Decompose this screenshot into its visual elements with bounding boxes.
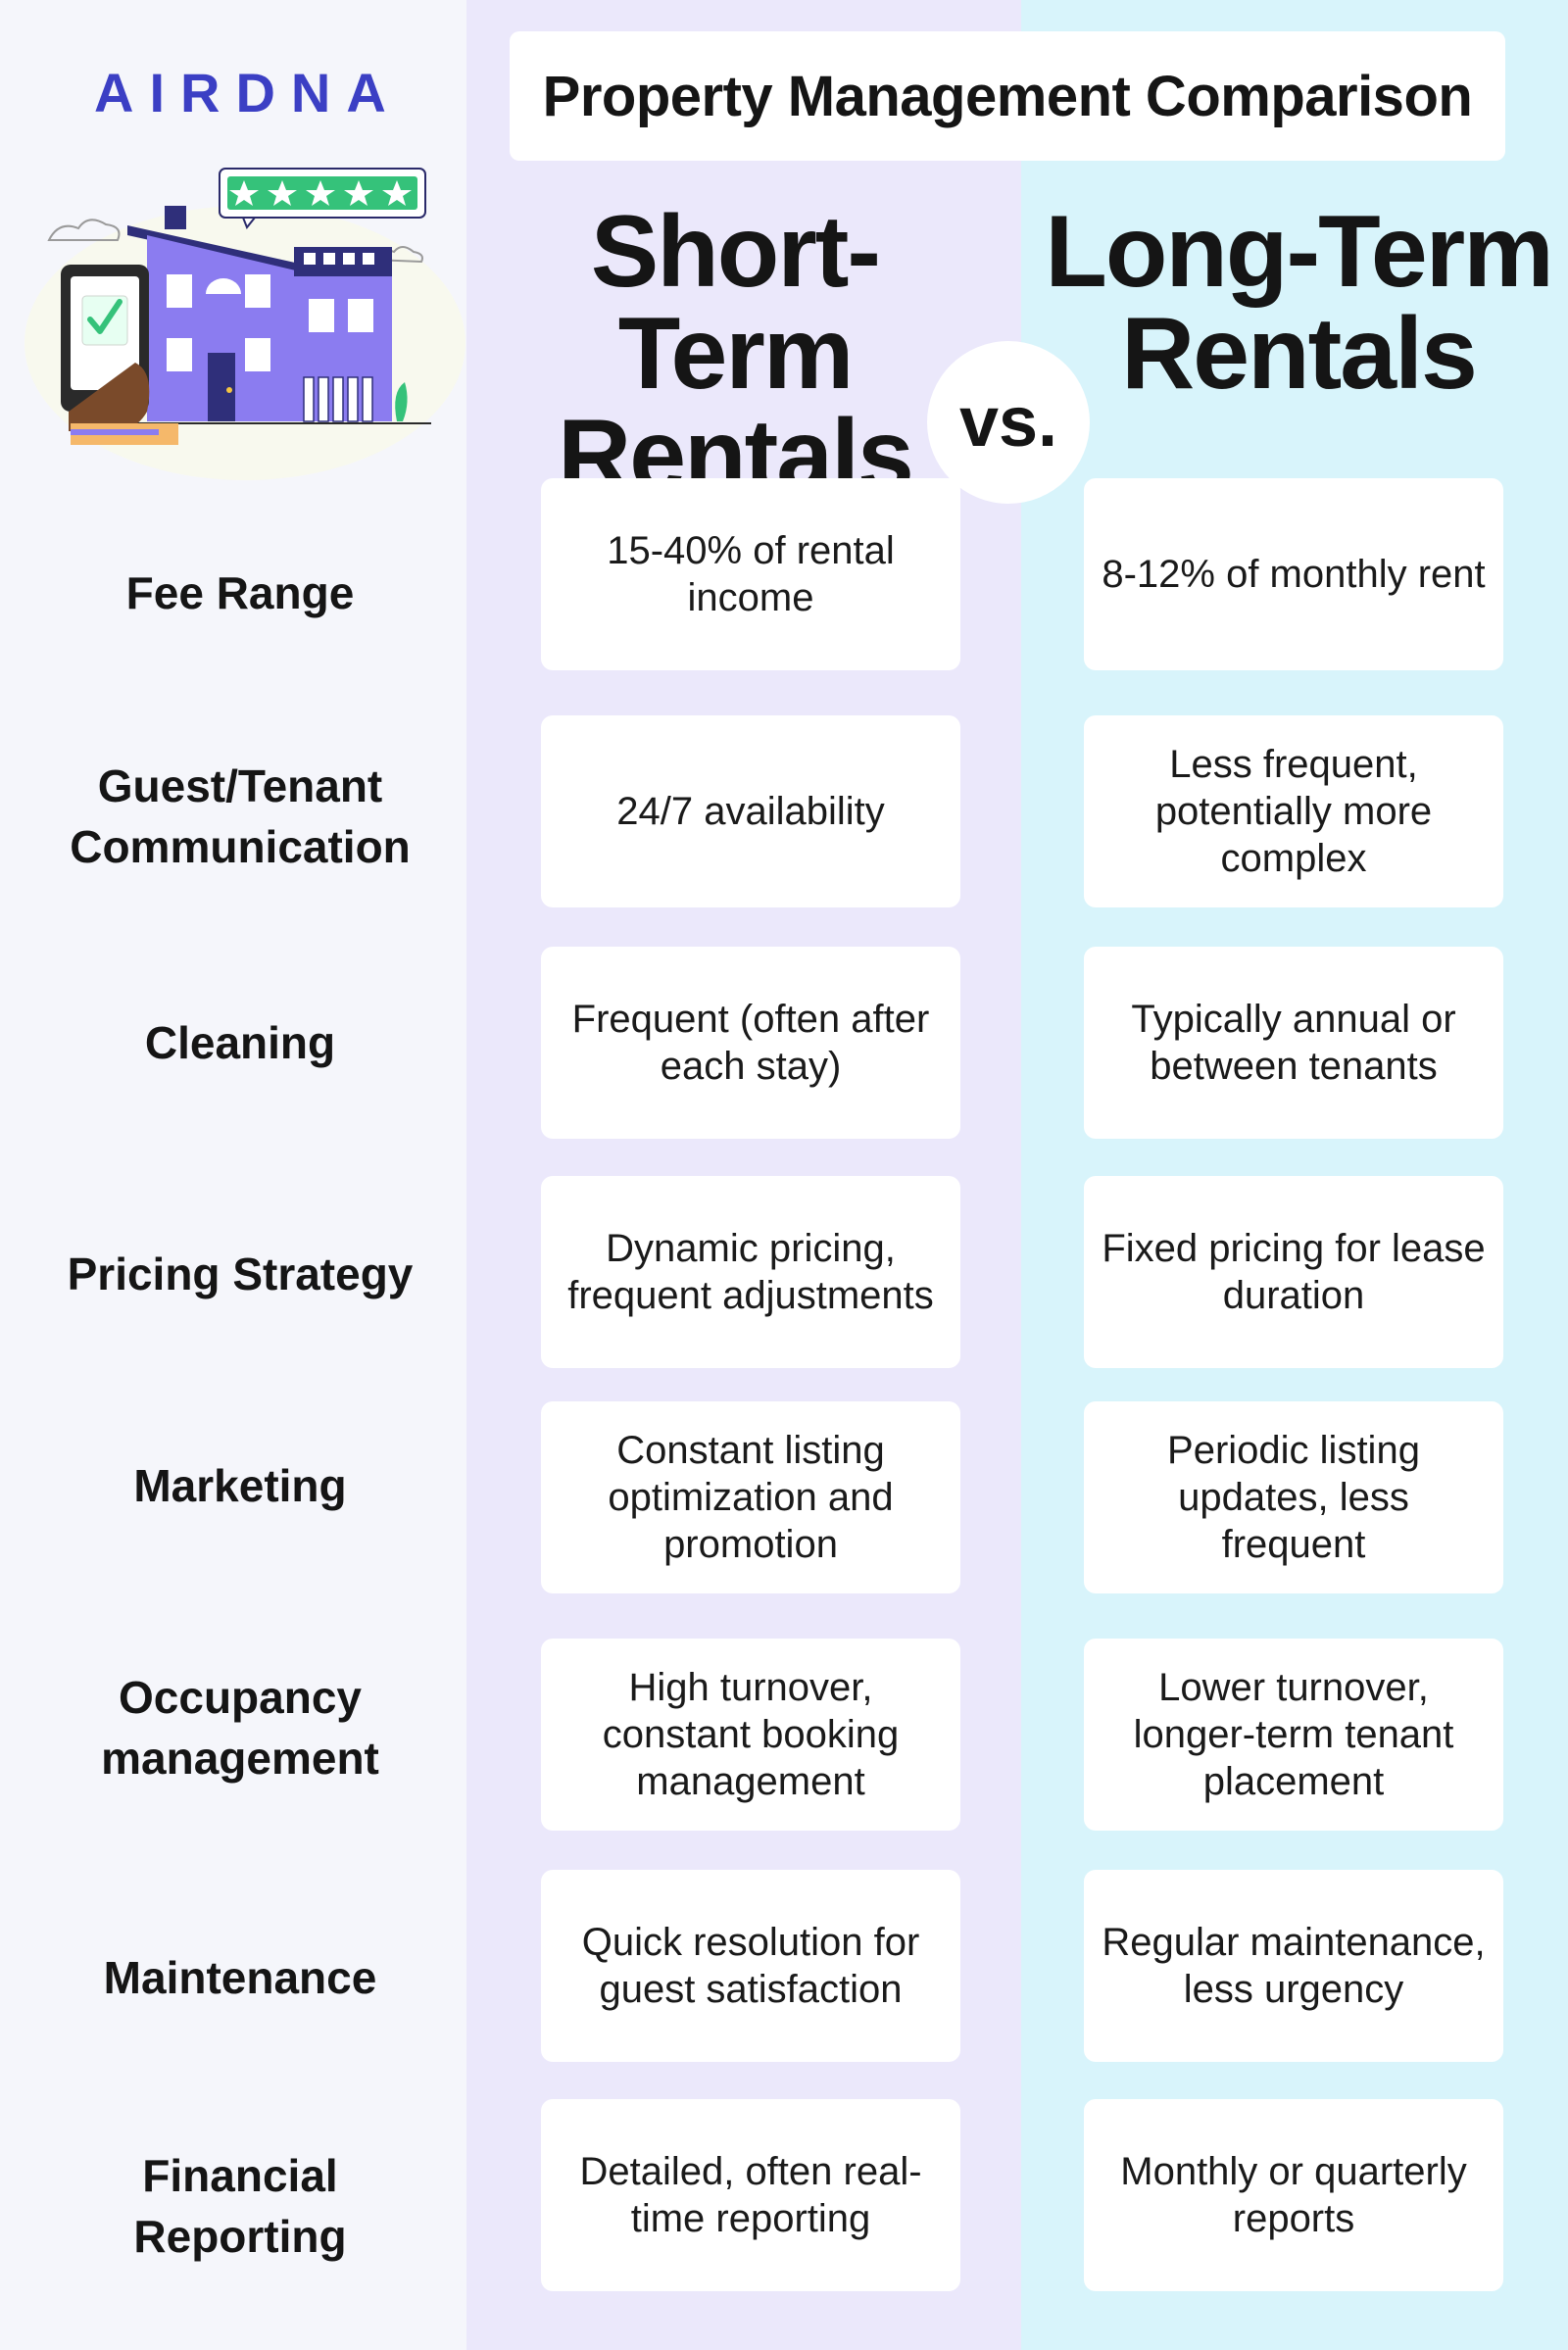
cell-short-term-marketing: Constant listing optimization and promot… (541, 1401, 960, 1593)
page-title: Property Management Comparison (542, 64, 1473, 128)
row-label-maintenance: Maintenance (29, 1938, 451, 2017)
cell-text: Typically annual or between tenants (1131, 998, 1456, 1088)
cell-text: Dynamic pricing, frequent adjustments (567, 1227, 934, 1317)
cell-text: 24/7 availability (616, 790, 885, 833)
row-label-line: Guest/Tenant (97, 760, 383, 811)
cell-short-term-communication: 24/7 availability (541, 715, 960, 907)
cell-short-term-cleaning: Frequent (often after each stay) (541, 947, 960, 1139)
cell-long-term-financial-reporting: Monthly or quarterly reports (1084, 2099, 1503, 2291)
cell-long-term-pricing-strategy: Fixed pricing for lease duration (1084, 1176, 1503, 1368)
row-label-pricing-strategy: Pricing Strategy (29, 1235, 451, 1313)
cell-text: Monthly or quarterly reports (1120, 2150, 1467, 2240)
cell-long-term-occupancy: Lower turnover, longer-term tenant place… (1084, 1639, 1503, 1831)
vs-badge: vs. (927, 341, 1090, 504)
long-term-heading: Long-Term Rentals (1029, 201, 1568, 405)
cell-short-term-occupancy: High turnover, constant booking manageme… (541, 1639, 960, 1831)
long-term-heading-line1: Long-Term (1045, 195, 1553, 309)
cell-short-term-pricing-strategy: Dynamic pricing, frequent adjustments (541, 1176, 960, 1368)
row-label-cleaning: Cleaning (29, 1004, 451, 1082)
cell-text: Quick resolution for guest satisfaction (581, 1921, 920, 2011)
long-term-heading-line2: Rentals (1121, 297, 1478, 411)
phone-checkmark-icon (61, 265, 178, 445)
vs-label: vs. (958, 383, 1058, 462)
cell-long-term-cleaning: Typically annual or between tenants (1084, 947, 1503, 1139)
short-term-heading-line1: Short-Term (590, 195, 881, 411)
row-label-line: Fee Range (125, 567, 355, 618)
row-label-fee-range: Fee Range (29, 554, 451, 632)
row-label-line: Maintenance (103, 1952, 377, 2003)
row-label-line: Communication (70, 821, 411, 872)
cell-text: High turnover, constant booking manageme… (602, 1666, 900, 1803)
row-label-occupancy: Occupancy management (29, 1664, 451, 1791)
row-label-line: Financial (142, 2150, 338, 2201)
cell-text: Detailed, often real-time reporting (579, 2150, 922, 2240)
five-star-rating-icon (219, 168, 426, 229)
row-label-line: Marketing (133, 1460, 347, 1511)
title-banner: Property Management Comparison (510, 31, 1505, 161)
row-label-financial-reporting: Financial Reporting (29, 2142, 451, 2270)
row-label-line: Cleaning (144, 1017, 336, 1068)
cell-long-term-marketing: Periodic listing updates, less frequent (1084, 1401, 1503, 1593)
cell-text: 15-40% of rental income (607, 529, 895, 619)
row-label-line: Pricing Strategy (67, 1248, 414, 1299)
airdna-logo: AIRDNA (94, 62, 402, 123)
cell-long-term-communication: Less frequent, potentially more complex (1084, 715, 1503, 907)
cell-short-term-fee-range: 15-40% of rental income (541, 478, 960, 670)
cell-short-term-maintenance: Quick resolution for guest satisfaction (541, 1870, 960, 2062)
row-label-marketing: Marketing (29, 1446, 451, 1525)
house-building (98, 206, 431, 424)
cell-text: Regular maintenance, less urgency (1102, 1921, 1486, 2011)
cell-text: Less frequent, potentially more complex (1154, 743, 1433, 880)
house-illustration (24, 168, 466, 480)
cell-short-term-financial-reporting: Detailed, often real-time reporting (541, 2099, 960, 2291)
cell-text: Frequent (often after each stay) (571, 998, 930, 1088)
cell-long-term-maintenance: Regular maintenance, less urgency (1084, 1870, 1503, 2062)
cell-text: Fixed pricing for lease duration (1102, 1227, 1486, 1317)
cell-text: Periodic listing updates, less frequent (1167, 1429, 1420, 1566)
row-label-line: Reporting (133, 2211, 347, 2262)
row-label-line: management (101, 1733, 379, 1784)
cell-long-term-fee-range: 8-12% of monthly rent (1084, 478, 1503, 670)
cell-text: 8-12% of monthly rent (1102, 553, 1486, 596)
cell-text: Constant listing optimization and promot… (608, 1429, 894, 1566)
row-label-line: Occupancy (119, 1672, 362, 1723)
row-label-communication: Guest/Tenant Communication (29, 753, 451, 880)
cell-text: Lower turnover, longer-term tenant place… (1133, 1666, 1454, 1803)
short-term-heading: Short-Term Rentals (480, 201, 990, 507)
